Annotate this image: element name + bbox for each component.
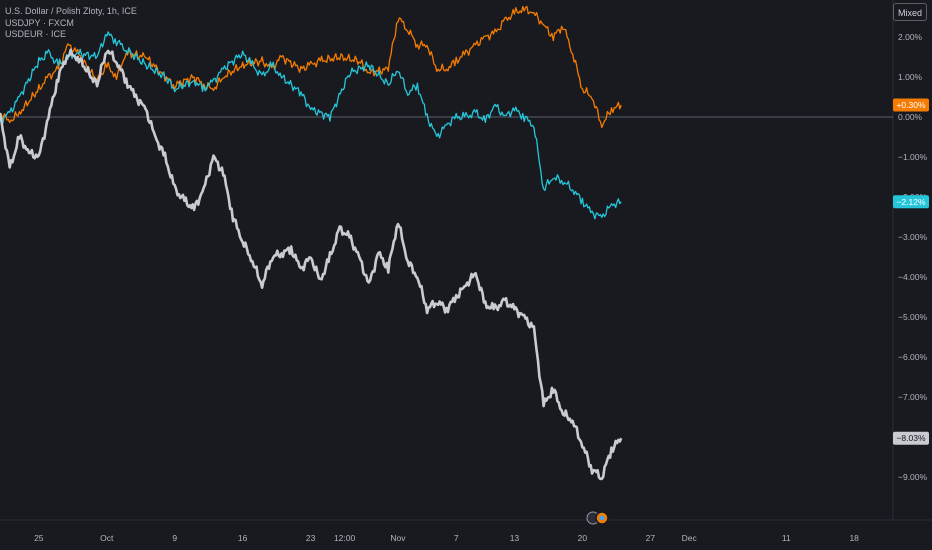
last-value-badges: +0.30% −2.12% −8.03% [893, 98, 929, 445]
y-tick-label: 2.00% [898, 32, 923, 42]
y-tick-label: 1.00% [898, 72, 923, 82]
x-tick-label: Nov [390, 533, 406, 543]
x-tick-label: 11 [782, 533, 791, 543]
svg-text:−8.03%: −8.03% [896, 433, 926, 443]
x-tick-label: 9 [172, 533, 177, 543]
svg-text:+0.30%: +0.30% [896, 100, 926, 110]
x-tick-label: 7 [454, 533, 459, 543]
y-tick-label: −9.00% [898, 472, 928, 482]
y-tick-label: −7.00% [898, 392, 928, 402]
svg-text:−2.12%: −2.12% [896, 197, 926, 207]
x-tick-label: 23 [306, 533, 316, 543]
y-tick-label: −1.00% [898, 152, 928, 162]
y-tick-label: 0.00% [898, 112, 923, 122]
x-tick-label: 18 [849, 533, 859, 543]
x-tick-label: 25 [34, 533, 44, 543]
y-tick-label: −3.00% [898, 232, 928, 242]
y-tick-label: −4.00% [898, 272, 928, 282]
x-tick-label: 16 [238, 533, 248, 543]
series-usdeur[interactable] [0, 31, 622, 220]
y-tick-label: −5.00% [898, 312, 928, 322]
series-lines [0, 5, 623, 481]
x-tick-label: 20 [578, 533, 588, 543]
x-axis[interactable]: 25 Oct 9 16 23 12:00 Nov 7 13 20 27 Dec 11 18 [34, 533, 859, 543]
series-usdpln[interactable] [0, 48, 623, 481]
legend-usdeur[interactable]: USDEUR · ICE [5, 29, 67, 39]
x-tick-label: Oct [100, 533, 114, 543]
x-tick-label: 27 [646, 533, 656, 543]
scale-mode-button[interactable]: Mixed [893, 3, 927, 21]
x-tick-label: Dec [682, 533, 698, 543]
x-tick-label: 13 [510, 533, 520, 543]
series-usdpln-last-badge: −8.03% [893, 431, 929, 445]
event-flags[interactable] [586, 511, 609, 525]
series-usdjpy-last-badge: +0.30% [893, 98, 929, 112]
series-usdeur-last-badge: −2.12% [893, 195, 929, 209]
legend-main-symbol[interactable]: U.S. Dollar / Polish Zloty, 1h, ICE [5, 6, 137, 16]
chart-legend: U.S. Dollar / Polish Zloty, 1h, ICE USDJ… [5, 6, 137, 41]
series-usdjpy[interactable] [0, 5, 622, 129]
event-flag-dot [599, 515, 605, 521]
y-tick-label: −6.00% [898, 352, 928, 362]
legend-usdjpy[interactable]: USDJPY · FXCM [5, 17, 74, 28]
x-tick-label: 12:00 [334, 533, 356, 543]
